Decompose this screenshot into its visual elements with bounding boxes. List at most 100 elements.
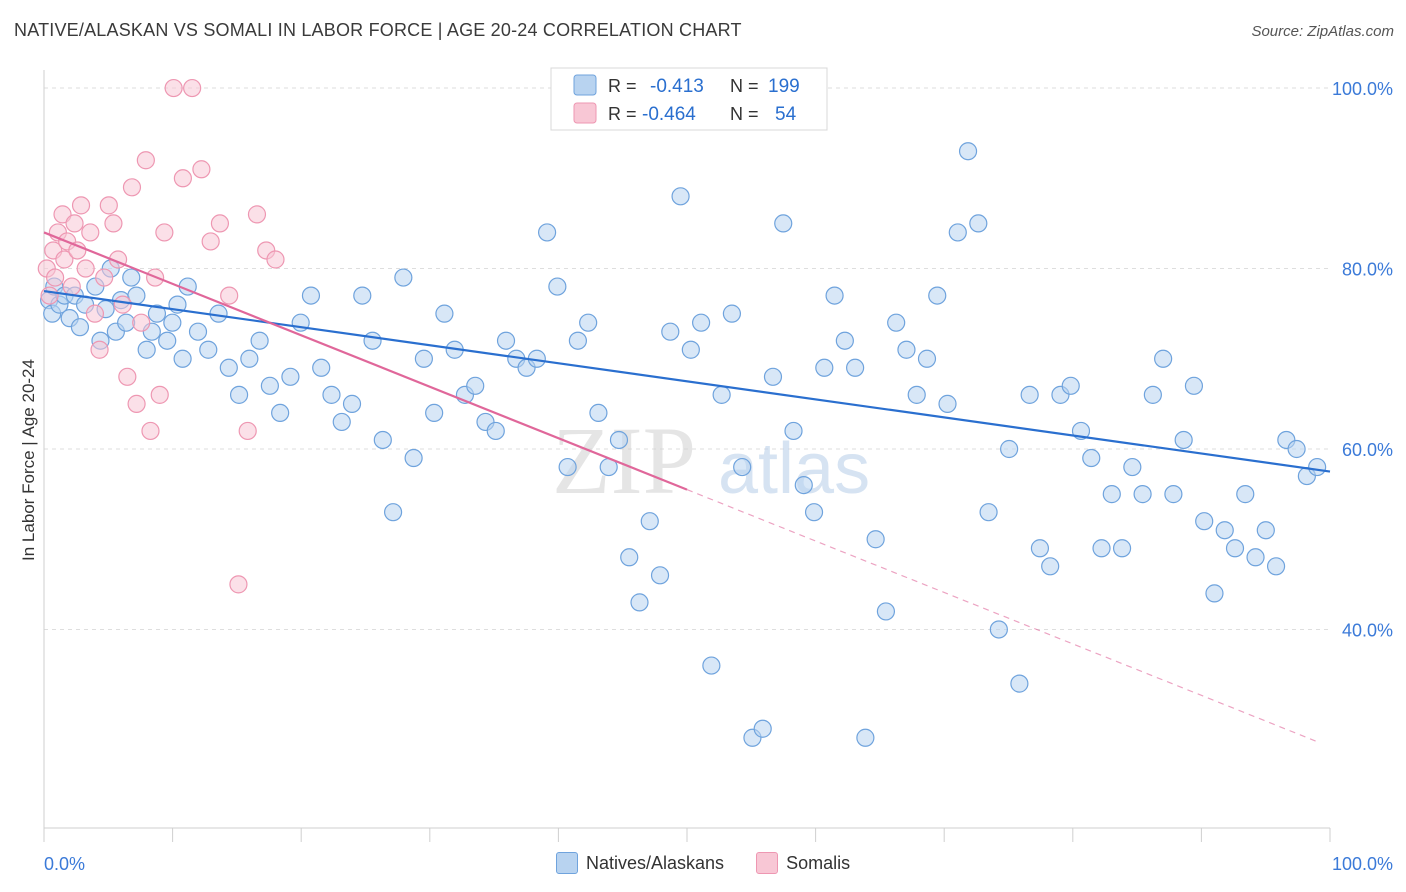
axes <box>43 70 1331 842</box>
legend-swatch-blue <box>573 74 597 96</box>
somalis-swatch <box>756 852 779 874</box>
data-points <box>37 78 1327 747</box>
somali-point <box>76 259 95 278</box>
somali-point <box>266 250 285 269</box>
somali-point <box>201 232 220 251</box>
x-tick-label-max: 100.0% <box>1332 854 1393 874</box>
native-point <box>763 367 783 386</box>
native-point <box>876 602 896 621</box>
somali-point <box>55 250 74 269</box>
native-point <box>979 503 998 522</box>
native-point <box>825 286 844 305</box>
somali-point <box>85 304 105 323</box>
y-tick-labels: 100.0% 80.0% 60.0% 40.0% <box>1332 79 1393 640</box>
native-point <box>70 318 90 337</box>
native-point <box>137 340 156 359</box>
native-point <box>301 286 321 305</box>
native-point <box>322 385 341 404</box>
somali-point <box>247 205 267 224</box>
somali-point <box>113 295 132 314</box>
y-tick-label: 60.0% <box>1342 440 1393 460</box>
native-point <box>312 358 331 377</box>
native-point <box>1184 376 1204 395</box>
legend-n-value-1: 199 <box>768 76 800 97</box>
native-point <box>1092 539 1111 558</box>
y-tick-label: 100.0% <box>1332 79 1393 99</box>
bottom-legend: Natives/Alaskans Somalis <box>556 852 868 874</box>
somali-point <box>173 169 192 188</box>
somali-point <box>127 394 146 413</box>
somali-point <box>192 160 211 179</box>
legend-n-value-2: 54 <box>775 104 797 125</box>
somali-point <box>40 286 59 305</box>
legend-swatch-pink <box>573 102 597 124</box>
somali-trend-extension <box>686 489 1318 743</box>
native-point <box>163 313 182 332</box>
native-point <box>281 367 300 386</box>
native-point <box>117 313 136 332</box>
native-point <box>240 349 259 368</box>
native-point <box>702 656 721 675</box>
somali-point <box>122 178 142 197</box>
somali-point <box>150 385 169 404</box>
native-point <box>1000 439 1019 459</box>
somali-point <box>53 205 72 224</box>
native-point <box>835 331 854 350</box>
natives-swatch <box>556 852 578 874</box>
legend-r-value-2: -0.464 <box>642 104 696 125</box>
native-point <box>1195 512 1214 531</box>
legend-r-label-1: R = <box>608 76 637 96</box>
native-point <box>794 475 813 495</box>
native-point <box>846 358 865 377</box>
native-point <box>589 403 608 423</box>
stats-legend: R = -0.413 N = 199 R = -0.464 N = 54 <box>550 67 828 131</box>
native-point <box>948 223 967 242</box>
legend-item-somalis[interactable]: Somalis <box>756 852 850 874</box>
somali-point <box>141 421 160 441</box>
legend-n-label-1: N = <box>730 76 759 96</box>
somali-point <box>68 241 87 260</box>
somali-point <box>132 313 151 332</box>
native-point <box>681 340 700 359</box>
native-point <box>907 385 926 404</box>
native-point <box>1174 430 1193 450</box>
native-point <box>815 358 834 377</box>
native-point <box>1215 521 1234 540</box>
native-point <box>537 223 557 242</box>
y-axis-label: In Labor Force | Age 20-24 <box>19 359 38 561</box>
somali-point <box>65 214 84 233</box>
legend-item-natives[interactable]: Natives/Alaskans <box>556 852 724 874</box>
native-point <box>147 304 167 323</box>
native-trend-line <box>43 289 1331 473</box>
native-point <box>404 448 423 468</box>
somali-point <box>46 268 65 287</box>
native-point <box>229 385 249 404</box>
somali-point <box>71 196 91 215</box>
native-point <box>630 593 649 612</box>
legend-n-label-2: N = <box>730 104 759 124</box>
somali-point <box>229 575 248 594</box>
native-point <box>928 286 947 305</box>
native-point <box>774 214 793 233</box>
somali-point <box>183 78 202 98</box>
native-point <box>1287 439 1306 459</box>
native-point <box>425 403 444 423</box>
x-tick-label-min: 0.0% <box>44 854 85 874</box>
native-point <box>1236 485 1255 504</box>
native-point <box>1133 485 1152 504</box>
native-point <box>271 403 290 423</box>
native-point <box>219 358 238 377</box>
native-point <box>1123 457 1142 477</box>
somali-point <box>238 421 257 441</box>
somali-trend-line <box>43 231 688 491</box>
native-point <box>1041 557 1060 576</box>
native-point <box>342 394 362 413</box>
native-point <box>671 187 690 206</box>
native-point <box>917 349 937 368</box>
somali-point <box>95 268 114 287</box>
native-point <box>784 421 803 441</box>
somali-point <box>62 277 81 296</box>
native-point <box>620 548 639 567</box>
gridlines <box>44 87 1330 630</box>
